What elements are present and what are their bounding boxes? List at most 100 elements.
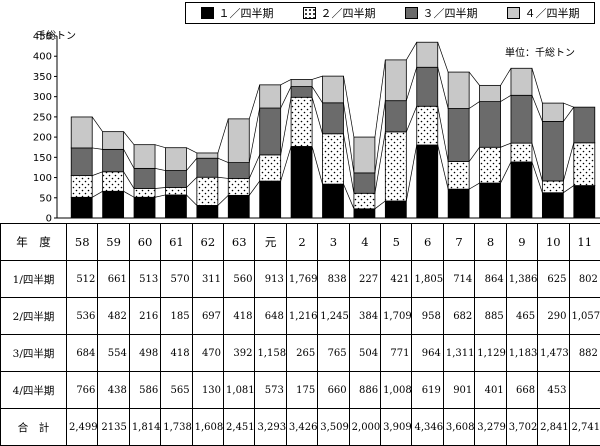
bar-connector bbox=[186, 177, 196, 187]
value-cell: 625 bbox=[538, 261, 569, 298]
bar-connector bbox=[344, 76, 354, 137]
bar-connector bbox=[469, 147, 479, 161]
year-header-cell: 63 bbox=[224, 224, 255, 261]
value-cell: 682 bbox=[443, 298, 474, 335]
bar-connector bbox=[501, 162, 511, 183]
value-cell: 1,608 bbox=[192, 409, 223, 446]
value-cell: 1,008 bbox=[381, 372, 412, 409]
bar-segment-q1 bbox=[323, 184, 344, 218]
year-header-cell: 9 bbox=[506, 224, 537, 261]
value-cell: 560 bbox=[224, 261, 255, 298]
value-cell: 453 bbox=[538, 372, 569, 409]
value-cell: 958 bbox=[412, 298, 443, 335]
bar-segment-q3 bbox=[228, 163, 249, 179]
year-header-cell: 10 bbox=[538, 224, 569, 261]
value-cell: 4,346 bbox=[412, 409, 443, 446]
bar-connector bbox=[375, 60, 385, 137]
bar-segment-q2 bbox=[417, 106, 438, 145]
bar-segment-q3 bbox=[511, 95, 532, 143]
bar-segment-q4 bbox=[480, 85, 501, 101]
value-cell: 684 bbox=[67, 335, 98, 372]
bar-segment-q4 bbox=[354, 137, 375, 173]
value-cell: 648 bbox=[255, 298, 286, 335]
row-label: 3/四半期 bbox=[1, 335, 67, 372]
value-cell: 3,279 bbox=[475, 409, 506, 446]
bar-segment-q2 bbox=[291, 97, 312, 146]
value-cell: 438 bbox=[98, 372, 129, 409]
bar-connector bbox=[281, 79, 291, 84]
bar-segment-q2 bbox=[480, 147, 501, 183]
value-cell: 418 bbox=[224, 298, 255, 335]
value-cell: 470 bbox=[192, 335, 223, 372]
bar-segment-q2 bbox=[448, 162, 469, 190]
bar-segment-q1 bbox=[511, 162, 532, 218]
bar-segment-q1 bbox=[354, 209, 375, 218]
bar-segment-q2 bbox=[228, 178, 249, 195]
bar-connector bbox=[438, 42, 448, 72]
value-cell: 1,709 bbox=[381, 298, 412, 335]
value-cell: 3,293 bbox=[255, 409, 286, 446]
bar-connector bbox=[501, 68, 511, 85]
year-header-cell: 58 bbox=[67, 224, 98, 261]
bar-segment-q3 bbox=[385, 101, 406, 132]
bar-segment-q1 bbox=[103, 191, 124, 218]
bar-segment-q3 bbox=[71, 148, 92, 176]
bar-connector bbox=[186, 195, 196, 205]
value-cell: 1,473 bbox=[538, 335, 569, 372]
row-label: 4/四半期 bbox=[1, 372, 67, 409]
value-cell: 1,245 bbox=[318, 298, 349, 335]
y-tick-label: 150 bbox=[33, 153, 52, 164]
y-tick-label: 100 bbox=[33, 173, 52, 184]
bar-segment-q4 bbox=[71, 117, 92, 148]
bar-segment-q3 bbox=[291, 87, 312, 98]
bar-connector bbox=[249, 108, 259, 163]
value-cell: 3,509 bbox=[318, 409, 349, 446]
value-cell: 565 bbox=[161, 372, 192, 409]
value-cell: 964 bbox=[412, 335, 443, 372]
bar-connector bbox=[312, 97, 322, 133]
value-cell: 185 bbox=[161, 298, 192, 335]
bar-segment-q1 bbox=[542, 193, 563, 218]
bar-segment-q2 bbox=[323, 134, 344, 184]
bar-connector bbox=[532, 68, 542, 103]
value-cell: 418 bbox=[161, 335, 192, 372]
value-cell: 586 bbox=[129, 372, 160, 409]
value-cell: 913 bbox=[255, 261, 286, 298]
bar-connector bbox=[186, 158, 196, 170]
bar-segment-q3 bbox=[165, 171, 186, 188]
year-header-cell: 2 bbox=[286, 224, 317, 261]
bar-connector bbox=[92, 117, 102, 132]
value-cell: 3,909 bbox=[381, 409, 412, 446]
value-cell: 1,183 bbox=[506, 335, 537, 372]
value-cell: 765 bbox=[318, 335, 349, 372]
bar-connector bbox=[249, 155, 259, 179]
y-tick-label: 450 bbox=[33, 32, 52, 43]
bar-segment-q3 bbox=[323, 103, 344, 134]
bar-segment-q3 bbox=[134, 168, 155, 188]
value-cell: 1,158 bbox=[255, 335, 286, 372]
value-cell: 421 bbox=[381, 261, 412, 298]
row-label: 1/四半期 bbox=[1, 261, 67, 298]
value-cell: 2135 bbox=[98, 409, 129, 446]
bar-connector bbox=[155, 187, 165, 188]
value-cell: 130 bbox=[192, 372, 223, 409]
value-cell: 668 bbox=[506, 372, 537, 409]
value-cell: 697 bbox=[192, 298, 223, 335]
bar-segment-q2 bbox=[103, 172, 124, 191]
bar-connector bbox=[281, 146, 291, 181]
year-header-cell: 元 bbox=[255, 224, 286, 261]
value-cell: 1,769 bbox=[286, 261, 317, 298]
bar-segment-q3 bbox=[480, 102, 501, 148]
bar-segment-q4 bbox=[448, 72, 469, 108]
bar-segment-q4 bbox=[165, 148, 186, 171]
bar-segment-q1 bbox=[417, 145, 438, 218]
bar-segment-q3 bbox=[448, 109, 469, 162]
row-label: 2/四半期 bbox=[1, 298, 67, 335]
value-cell: 864 bbox=[475, 261, 506, 298]
bar-connector bbox=[218, 119, 228, 153]
bar-segment-q1 bbox=[448, 189, 469, 218]
value-cell: 1,386 bbox=[506, 261, 537, 298]
value-cell: 216 bbox=[129, 298, 160, 335]
